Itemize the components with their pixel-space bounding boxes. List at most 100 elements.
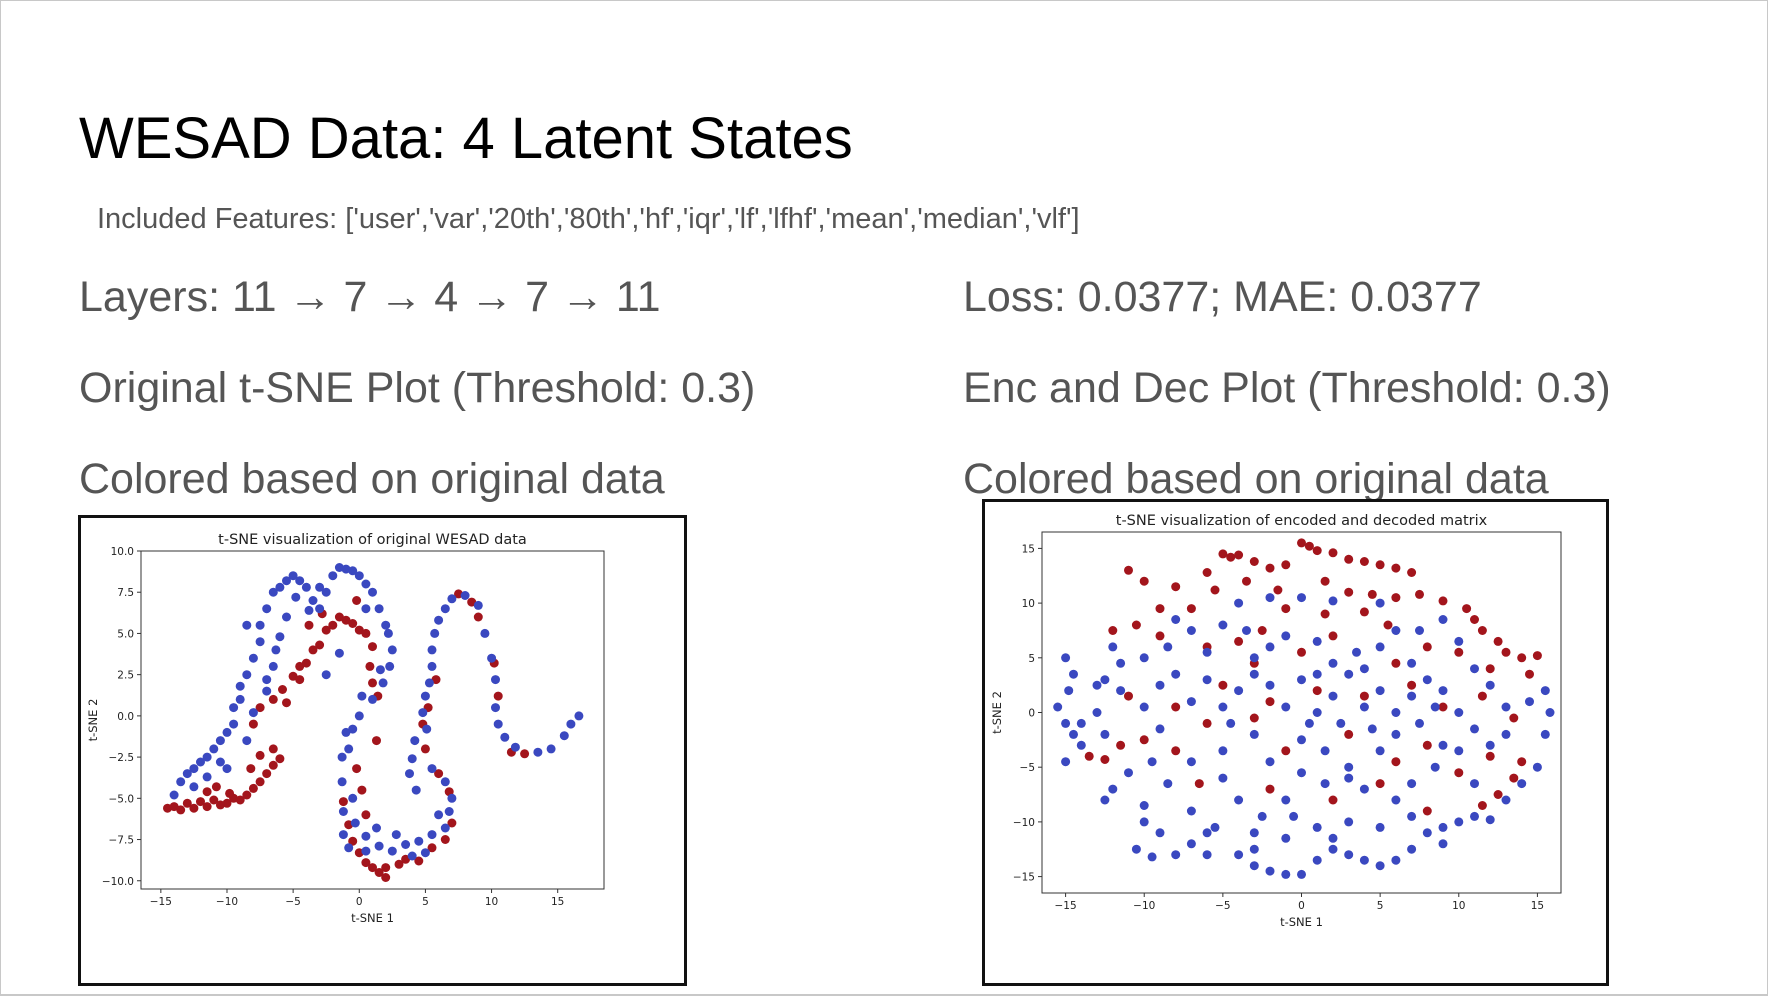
scatter-point	[1234, 550, 1244, 560]
scatter-point	[1517, 757, 1527, 767]
scatter-point	[424, 678, 434, 688]
scatter-point	[248, 719, 258, 729]
scatter-point	[321, 587, 331, 597]
scatter-point	[1501, 729, 1511, 739]
scatter-point	[1069, 669, 1078, 679]
scatter-point	[1312, 708, 1322, 717]
scatter-point	[295, 576, 305, 586]
scatter-point	[434, 615, 444, 625]
scatter-point	[1352, 647, 1361, 657]
points-layer	[163, 563, 584, 882]
scatter-point	[1186, 757, 1196, 767]
scatter-point	[1375, 822, 1385, 832]
scatter-point	[381, 620, 391, 630]
scatter-point	[368, 678, 377, 688]
scatter-point	[1218, 702, 1228, 712]
scatter-point	[282, 612, 291, 622]
scatter-point	[182, 798, 192, 808]
x-tick-label: −15	[1055, 900, 1077, 912]
scatter-point	[1202, 647, 1212, 657]
scatter-point	[271, 645, 281, 655]
scatter-point	[350, 818, 360, 828]
scatter-point	[196, 757, 205, 767]
scatter-point	[1100, 755, 1110, 764]
scatter-point	[215, 736, 225, 746]
scatter-point	[1163, 642, 1173, 652]
scatter-point	[1391, 708, 1401, 717]
scatter-point	[1092, 680, 1102, 690]
chart-title: t-SNE visualization of original WESAD da…	[218, 532, 527, 548]
scatter-point	[401, 840, 411, 849]
scatter-point	[473, 600, 483, 610]
x-tick-label: 15	[551, 896, 564, 908]
scatter-point	[427, 661, 437, 671]
scatter-point	[1116, 686, 1126, 696]
y-tick-label: −5.0	[109, 793, 135, 805]
scatter-point	[308, 596, 318, 605]
scatter-point	[1375, 560, 1385, 570]
scatter-point	[202, 752, 212, 762]
scatter-point	[440, 823, 450, 833]
scatter-point	[301, 582, 311, 592]
scatter-point	[315, 604, 325, 614]
scatter-point	[440, 835, 450, 844]
scatter-point	[1281, 560, 1291, 570]
scatter-point	[1375, 779, 1385, 789]
scatter-point	[262, 769, 272, 779]
scatter-point	[1100, 729, 1110, 739]
scatter-point	[414, 836, 424, 846]
scatter-point	[338, 797, 348, 807]
scatter-point	[1430, 762, 1440, 772]
scatter-point	[420, 848, 430, 858]
scatter-point	[268, 661, 278, 671]
scatter-point	[1273, 585, 1283, 595]
scatter-point	[1344, 762, 1354, 772]
scatter-point	[365, 661, 375, 671]
scatter-point	[1061, 757, 1071, 767]
x-tick-label: 10	[485, 896, 498, 908]
scatter-point	[1304, 718, 1314, 728]
scatter-point	[1218, 620, 1228, 630]
scatter-point	[209, 744, 219, 754]
x-tick-label: 5	[422, 896, 429, 908]
scatter-point	[282, 576, 291, 586]
scatter-point	[1116, 740, 1126, 750]
scatter-point	[1297, 869, 1306, 879]
scatter-point	[1124, 768, 1133, 778]
scatter-point	[246, 764, 256, 774]
scatter-point	[1328, 691, 1338, 701]
scatter-point	[1320, 746, 1330, 756]
scatter-point	[1375, 861, 1385, 871]
scatter-point	[1265, 784, 1275, 794]
scatter-point	[1061, 653, 1071, 663]
scatter-point	[1415, 626, 1424, 635]
right-caption: Colored based on original data	[963, 455, 1549, 503]
x-axis-label: t-SNE 1	[351, 911, 394, 925]
y-tick-label: 10.0	[111, 546, 134, 558]
scatter-point	[275, 754, 285, 764]
scatter-point	[1218, 549, 1228, 559]
scatter-point	[1171, 702, 1181, 712]
original-tsne-chart: t-SNE visualization of original WESAD da…	[86, 532, 605, 925]
plot-frame	[1041, 531, 1562, 894]
scatter-point	[268, 587, 278, 597]
scatter-point	[1226, 718, 1236, 728]
scatter-point	[196, 797, 205, 807]
scatter-point	[1100, 675, 1110, 685]
scatter-point	[1108, 642, 1118, 652]
scatter-point	[1139, 576, 1149, 586]
scatter-point	[372, 736, 381, 746]
left-caption: Colored based on original data	[79, 455, 665, 503]
y-axis-label: t-SNE 2	[86, 699, 100, 742]
scatter-point	[493, 719, 503, 729]
scatter-point	[1289, 811, 1299, 821]
scatter-point	[1304, 541, 1314, 551]
scatter-point	[352, 764, 362, 774]
scatter-point	[387, 645, 397, 655]
scatter-point	[447, 818, 457, 828]
scatter-point	[1139, 735, 1149, 745]
encdec-tsne-chart: t-SNE visualization of encoded and decod…	[990, 513, 1562, 929]
scatter-point	[262, 675, 272, 685]
scatter-point	[278, 685, 287, 694]
